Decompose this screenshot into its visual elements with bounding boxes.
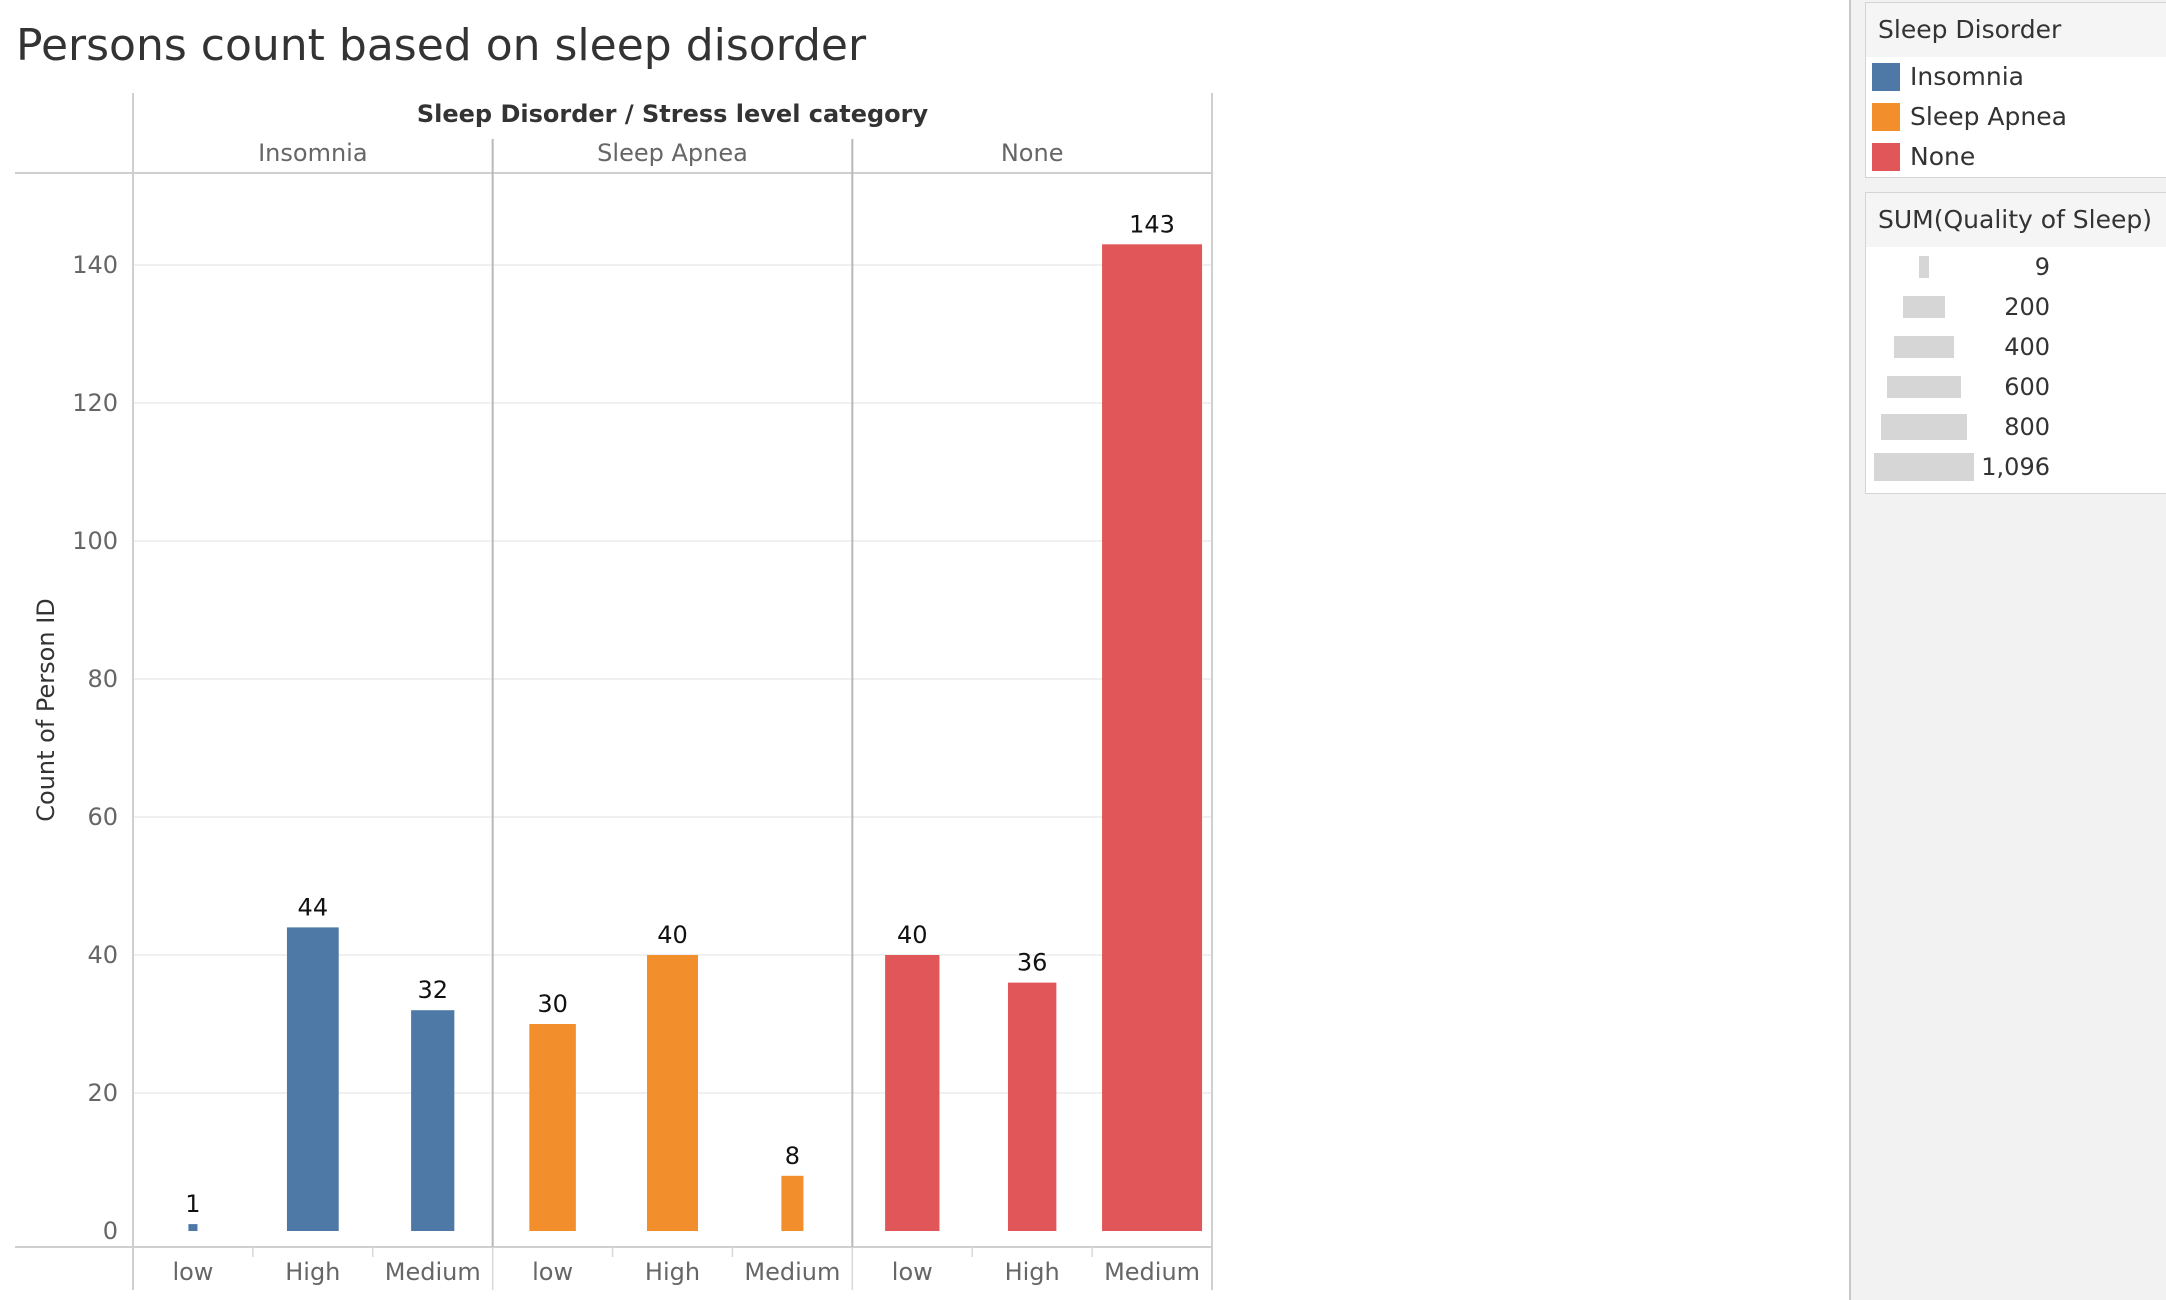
- bar: [1007, 982, 1057, 1231]
- size-legend-title: SUM(Quality of Sleep): [1866, 193, 2166, 247]
- x-tick-label: low: [172, 1258, 213, 1286]
- chart-title: Persons count based on sleep disorder: [16, 20, 867, 71]
- size-mark: [1893, 336, 1955, 358]
- size-legend-label: 200: [2004, 293, 2050, 321]
- size-mark: [1902, 296, 1946, 318]
- bar-value-label: 1: [185, 1190, 200, 1218]
- size-legend-item: 600: [1866, 367, 2166, 407]
- color-legend-label: Insomnia: [1910, 62, 2025, 91]
- size-legend-label: 400: [2004, 333, 2050, 361]
- size-legend[interactable]: SUM(Quality of Sleep) 9 200 400 600 800 1,096: [1865, 192, 2166, 494]
- size-legend-item: 800: [1866, 407, 2166, 447]
- panel-header-label: Sleep Apnea: [597, 139, 748, 167]
- size-legend-label: 9: [2034, 253, 2050, 281]
- x-tick-label: low: [532, 1258, 573, 1286]
- size-legend-item: 200: [1866, 287, 2166, 327]
- bar: [647, 955, 698, 1231]
- bar-value-label: 143: [1129, 210, 1175, 238]
- bar-value-label: 30: [537, 990, 568, 1018]
- bar: [885, 955, 940, 1231]
- bar: [1102, 244, 1203, 1232]
- size-legend-label: 1,096: [1981, 453, 2050, 481]
- color-legend-item[interactable]: None: [1866, 137, 2166, 177]
- bar: [529, 1024, 576, 1231]
- color-legend-title: Sleep Disorder: [1866, 3, 2166, 57]
- panel-header-label: None: [1001, 139, 1064, 167]
- size-legend-items: 9 200 400 600 800 1,096: [1866, 247, 2166, 487]
- bar-value-label: 8: [785, 1142, 800, 1170]
- x-tick-label: low: [892, 1258, 933, 1286]
- panel-header-label: Insomnia: [258, 139, 367, 167]
- bar-value-label: 40: [897, 921, 928, 949]
- color-swatch: [1872, 103, 1900, 131]
- size-legend-label: 800: [2004, 413, 2050, 441]
- bar: [286, 927, 339, 1231]
- x-tick-label: Medium: [744, 1258, 840, 1286]
- y-tick-label: 60: [87, 803, 118, 831]
- color-legend-label: Sleep Apnea: [1910, 102, 2067, 131]
- bar-value-label: 36: [1017, 949, 1048, 977]
- bar-value-label: 32: [417, 976, 448, 1004]
- x-tick-label: High: [1005, 1258, 1060, 1286]
- size-legend-label: 600: [2004, 373, 2050, 401]
- y-tick-label: 100: [72, 527, 118, 555]
- bar: [781, 1175, 804, 1231]
- y-tick-label: 40: [87, 941, 118, 969]
- x-tick-label: Medium: [385, 1258, 481, 1286]
- color-legend-items: Insomnia Sleep Apnea None: [1866, 57, 2166, 177]
- color-legend-label: None: [1910, 142, 1976, 171]
- y-tick-label: 140: [72, 251, 118, 279]
- y-axis-label: Count of Person ID: [32, 598, 60, 822]
- size-legend-item: 1,096: [1866, 447, 2166, 487]
- bar-value-label: 40: [657, 921, 688, 949]
- size-legend-item: 9: [1866, 247, 2166, 287]
- bar-value-label: 44: [298, 893, 329, 921]
- bar: [411, 1010, 455, 1231]
- y-tick-label: 0: [103, 1217, 118, 1245]
- size-legend-item: 400: [1866, 327, 2166, 367]
- legend-panel: Sleep Disorder Insomnia Sleep Apnea None S…: [1849, 0, 2166, 1300]
- column-header-title: Sleep Disorder / Stress level category: [417, 100, 929, 128]
- bar-chart: Sleep Disorder / Stress level category 0 2…: [15, 93, 1213, 1290]
- color-legend[interactable]: Sleep Disorder Insomnia Sleep Apnea None: [1865, 2, 2166, 178]
- size-mark: [1874, 453, 1974, 481]
- color-legend-item[interactable]: Insomnia: [1866, 57, 2166, 97]
- y-tick-label: 20: [87, 1079, 118, 1107]
- x-tick-label: Medium: [1104, 1258, 1200, 1286]
- y-tick-label: 80: [87, 665, 118, 693]
- x-tick-label: High: [285, 1258, 340, 1286]
- y-tick-label: 120: [72, 389, 118, 417]
- bar: [188, 1224, 198, 1231]
- size-mark: [1881, 413, 1967, 441]
- color-swatch: [1872, 63, 1900, 91]
- size-mark: [1887, 375, 1961, 399]
- size-mark: [1919, 256, 1929, 278]
- color-swatch: [1872, 143, 1900, 171]
- color-legend-item[interactable]: Sleep Apnea: [1866, 97, 2166, 137]
- x-tick-label: High: [645, 1258, 700, 1286]
